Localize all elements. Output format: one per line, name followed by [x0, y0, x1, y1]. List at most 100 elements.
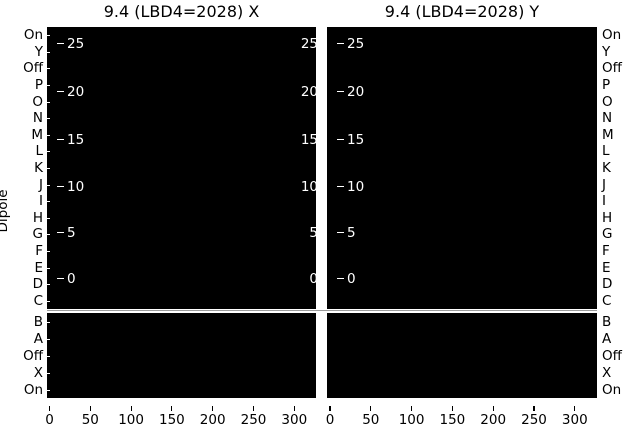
x-tick-mark-0-3 [171, 406, 173, 411]
inner-tick-dash-right-2 [337, 138, 344, 140]
row-edge-tick-2 [47, 68, 50, 70]
x-tick-mark-1-2 [411, 406, 413, 411]
row-label-left-8: K [34, 160, 43, 176]
inner-tick-dash-right-3 [337, 185, 344, 187]
row-edge-tick-20 [47, 372, 50, 374]
row-label-left-4: O [32, 93, 43, 110]
inner-tick-label-right-edge-2: 15 [300, 131, 316, 148]
inner-tick-label-right-3: 10 [347, 178, 365, 195]
x-tick-label-0-1: 50 [81, 412, 99, 428]
panel-divider-line [47, 310, 597, 312]
row-label-left-6: M [31, 126, 43, 143]
row-edge-tick-16 [47, 300, 50, 302]
row-label-right-13: F [602, 242, 610, 259]
row-label-left-0: On [23, 27, 43, 44]
row-label-left-18: A [33, 330, 43, 347]
x-tick-mark-1-3 [451, 406, 453, 411]
row-edge-tick-0 [47, 35, 50, 37]
row-edge-tick-6 [47, 134, 50, 136]
x-tick-mark-0-1 [89, 406, 91, 411]
row-edge-tick-4 [47, 101, 50, 103]
inner-tick-label-left-2: 15 [67, 131, 85, 148]
row-label-left-3: P [34, 77, 43, 94]
row-label-right-4: O [602, 93, 613, 110]
row-label-right-5: N [602, 110, 613, 127]
x-tick-mark-0-6 [293, 406, 295, 411]
inner-tick-label-right-edge-4: 5 [309, 224, 316, 241]
row-edge-tick-15 [47, 284, 50, 286]
left-panel-upper: 25 20 15 10 5 0 25 20 15 10 5 0 [47, 27, 316, 309]
row-label-right-6: M [602, 126, 614, 143]
x-tick-label-1-3: 150 [439, 412, 466, 428]
row-label-left-12: G [32, 226, 43, 243]
row-edge-tick-10 [47, 201, 50, 203]
inner-tick-dash-right-4 [337, 231, 344, 233]
row-edge-tick-13 [47, 250, 50, 252]
inner-tick-dash-left-3 [57, 185, 64, 187]
row-label-right-20: X [602, 364, 612, 381]
x-tick-label-1-4: 200 [480, 412, 507, 428]
x-tick-label-1-5: 250 [521, 412, 547, 428]
row-label-right-2: Off [602, 60, 622, 77]
inner-tick-dash-left-1 [57, 90, 64, 92]
x-tick-label-1-6: 300 [561, 412, 588, 428]
row-label-right-3: P [602, 77, 611, 94]
row-label-left-5: N [32, 110, 43, 127]
row-label-right-7: L [602, 143, 610, 160]
inner-tick-label-right-4: 5 [347, 224, 356, 241]
inner-tick-dash-left-2 [57, 138, 64, 140]
row-edge-tick-21 [47, 389, 50, 391]
row-label-right-1: Y [602, 43, 611, 60]
row-label-left-2: Off [23, 60, 43, 77]
x-tick-mark-1-4 [492, 406, 494, 411]
row-label-right-15: D [602, 276, 613, 293]
x-tick-label-1-0: 0 [325, 412, 335, 428]
row-label-right-12: G [602, 226, 613, 243]
inner-tick-label-left-1: 20 [67, 83, 85, 100]
row-label-right-0: On [602, 27, 622, 44]
row-edge-tick-19 [47, 355, 50, 357]
row-label-left-19: Off [23, 347, 43, 364]
inner-tick-label-right-0: 25 [347, 35, 365, 52]
x-tick-mark-1-6 [574, 406, 576, 411]
row-edge-tick-11 [47, 217, 50, 219]
row-edge-tick-8 [47, 168, 50, 169]
inner-tick-label-left-3: 10 [67, 178, 85, 195]
row-label-left-7: L [35, 143, 43, 160]
row-edge-tick-14 [47, 267, 50, 269]
row-label-left-11: H [32, 209, 43, 226]
inner-tick-label-right-edge-3: 10 [300, 178, 316, 195]
row-label-left-21: On [23, 381, 43, 398]
x-tick-mark-0-4 [212, 406, 214, 411]
x-tick-label-1-2: 100 [398, 412, 425, 428]
row-label-right-8: K [602, 160, 611, 176]
x-tick-mark-0-2 [130, 406, 132, 411]
row-label-right-10: I [602, 193, 606, 210]
row-label-right-21: On [602, 381, 622, 398]
x-tick-label-0-4: 200 [199, 412, 226, 428]
x-tick-mark-0-5 [252, 406, 255, 411]
left-panel-title: 9.4 (LBD4=2028) X [103, 2, 260, 21]
row-label-left-1: Y [34, 43, 43, 60]
row-label-left-13: F [35, 242, 43, 259]
row-label-left-9: J [39, 176, 43, 193]
row-label-right-19: Off [602, 347, 622, 364]
inner-tick-label-right-edge-5: 0 [309, 270, 316, 287]
row-label-right-16: C [602, 292, 612, 309]
inner-tick-label-left-0: 25 [67, 35, 85, 52]
inner-tick-dash-left-5 [57, 277, 64, 279]
row-label-right-9: J [602, 176, 606, 193]
row-label-left-14: E [34, 259, 43, 276]
inner-tick-label-left-4: 5 [67, 224, 76, 241]
row-edge-tick-18 [47, 338, 50, 340]
inner-tick-label-left-5: 0 [67, 270, 76, 287]
x-tick-label-1-1: 50 [362, 412, 380, 428]
inner-tick-dash-right-5 [337, 277, 344, 279]
x-tick-label-0-6: 300 [281, 412, 308, 428]
row-label-left-17: B [33, 313, 43, 330]
x-tick-label-0-5: 250 [240, 412, 267, 428]
row-label-left-16: C [33, 292, 43, 309]
inner-tick-dash-left-0 [57, 42, 64, 44]
inner-tick-label-right-1: 20 [347, 83, 365, 100]
inner-tick-label-right-edge-1: 20 [300, 83, 316, 100]
